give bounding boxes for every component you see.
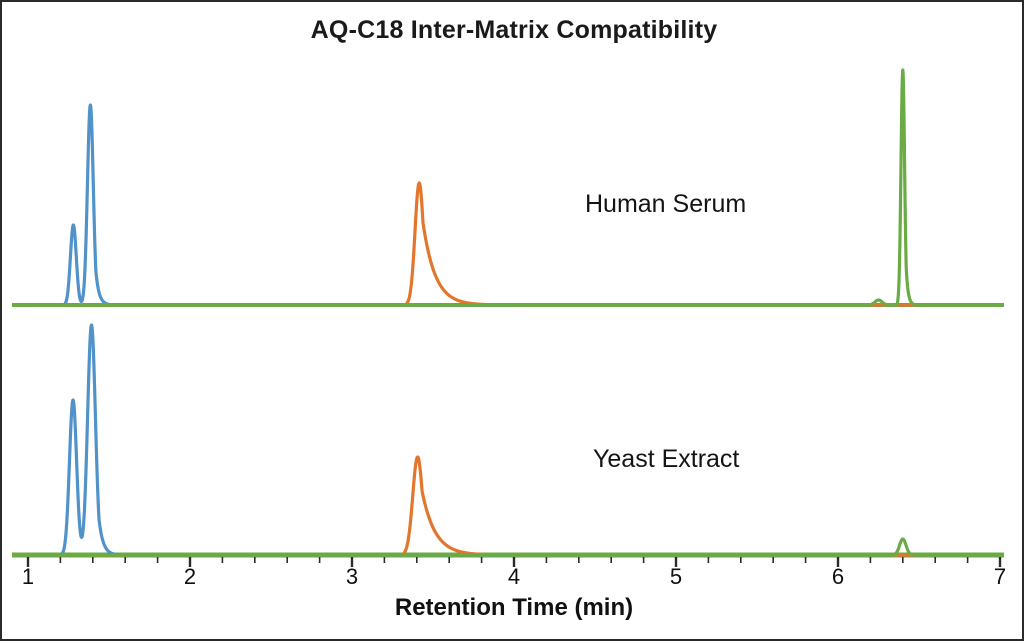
x-axis-title: Retention Time (min): [394, 594, 634, 621]
x-axis-ticks: [26, 557, 1002, 567]
trace-yeast-extract-blue-analytes: [26, 323, 1002, 557]
trace-label-yeast-extract: Yeast Extract: [593, 445, 740, 473]
x-axis-tick-label: 5: [669, 564, 683, 589]
x-axis-tick-label: 4: [507, 564, 521, 589]
trace-yeast-extract-green-analytes: [26, 537, 1002, 557]
trace-human-serum-green-analytes: [26, 68, 1002, 307]
x-axis-tick-label: 6: [831, 564, 845, 589]
page-title: AQ-C18 Inter-Matrix Compatibility: [310, 16, 718, 44]
trace-human-serum-blue-analytes: [26, 103, 1002, 307]
x-axis-tick-label: 2: [183, 564, 197, 589]
trace-label-human-serum: Human Serum: [585, 190, 747, 218]
x-axis-tick-label: 1: [21, 564, 35, 589]
x-axis-tick-label: 3: [345, 564, 359, 589]
x-axis-tick-label: 7: [993, 564, 1007, 589]
trace-yeast-extract-orange-analyte: [26, 455, 1002, 557]
trace-human-serum-orange-analyte: [26, 181, 1002, 307]
